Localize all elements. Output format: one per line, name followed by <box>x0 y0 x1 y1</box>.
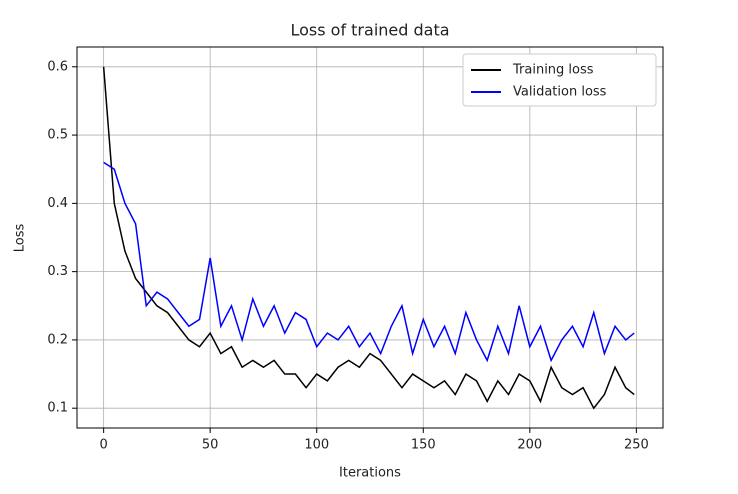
x-tick-label: 0 <box>99 438 107 453</box>
legend-label: Validation loss <box>513 85 607 100</box>
y-tick-label: 0.6 <box>47 59 68 74</box>
x-tick-label: 250 <box>624 438 649 453</box>
y-tick-label: 0.4 <box>47 196 68 211</box>
series-line <box>102 66 635 410</box>
legend-label: Training loss <box>512 63 594 78</box>
y-tick-label: 0.2 <box>47 332 68 347</box>
y-tick-label: 0.1 <box>47 401 68 416</box>
series-line <box>103 161 635 363</box>
x-tick-label: 200 <box>517 438 542 453</box>
plot-frame <box>76 46 664 429</box>
legend-box <box>462 53 657 107</box>
x-axis-label: Iterations <box>339 466 401 481</box>
x-tick-label: 150 <box>411 438 436 453</box>
y-tick-label: 0.5 <box>47 128 68 143</box>
chart-title: Loss of trained data <box>290 21 449 40</box>
y-axis-label: Loss <box>13 224 28 253</box>
x-tick-label: 50 <box>202 438 219 453</box>
x-tick-label: 100 <box>304 438 329 453</box>
y-tick-label: 0.3 <box>47 264 68 279</box>
